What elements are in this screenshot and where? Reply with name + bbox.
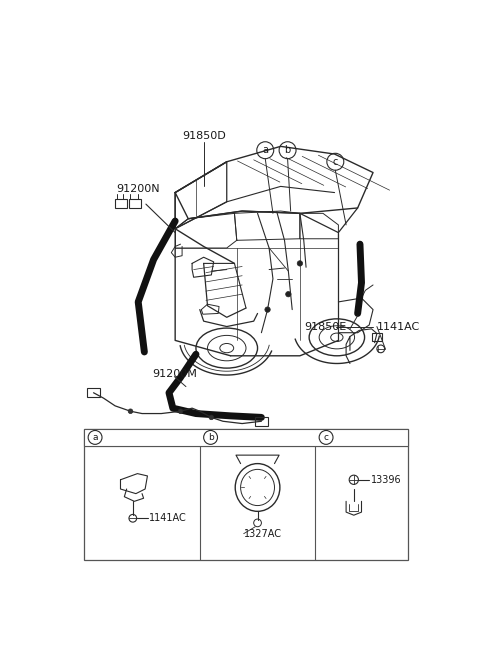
- Bar: [87, 388, 100, 398]
- Text: 1141AC: 1141AC: [149, 514, 187, 523]
- Circle shape: [128, 409, 133, 413]
- Text: 1141AC: 1141AC: [377, 322, 420, 331]
- Circle shape: [286, 291, 291, 297]
- Circle shape: [209, 415, 214, 420]
- Text: a: a: [92, 433, 98, 442]
- Bar: [372, 333, 382, 341]
- Circle shape: [297, 261, 302, 266]
- Bar: [115, 200, 127, 208]
- Bar: [84, 429, 408, 446]
- Text: 91850E: 91850E: [304, 322, 347, 331]
- Text: 13396: 13396: [371, 475, 401, 485]
- Text: 91850D: 91850D: [182, 130, 226, 141]
- Text: a: a: [262, 145, 268, 155]
- Circle shape: [178, 409, 183, 413]
- Text: 91200N: 91200N: [117, 183, 160, 194]
- Text: b: b: [285, 145, 291, 155]
- Bar: [129, 200, 141, 208]
- Text: 91200M: 91200M: [152, 369, 197, 379]
- Bar: [255, 417, 267, 426]
- Text: c: c: [333, 157, 338, 167]
- Text: b: b: [208, 433, 214, 442]
- Text: 1327AC: 1327AC: [244, 529, 282, 538]
- Circle shape: [265, 307, 270, 312]
- Bar: [84, 429, 408, 560]
- Text: c: c: [324, 433, 329, 442]
